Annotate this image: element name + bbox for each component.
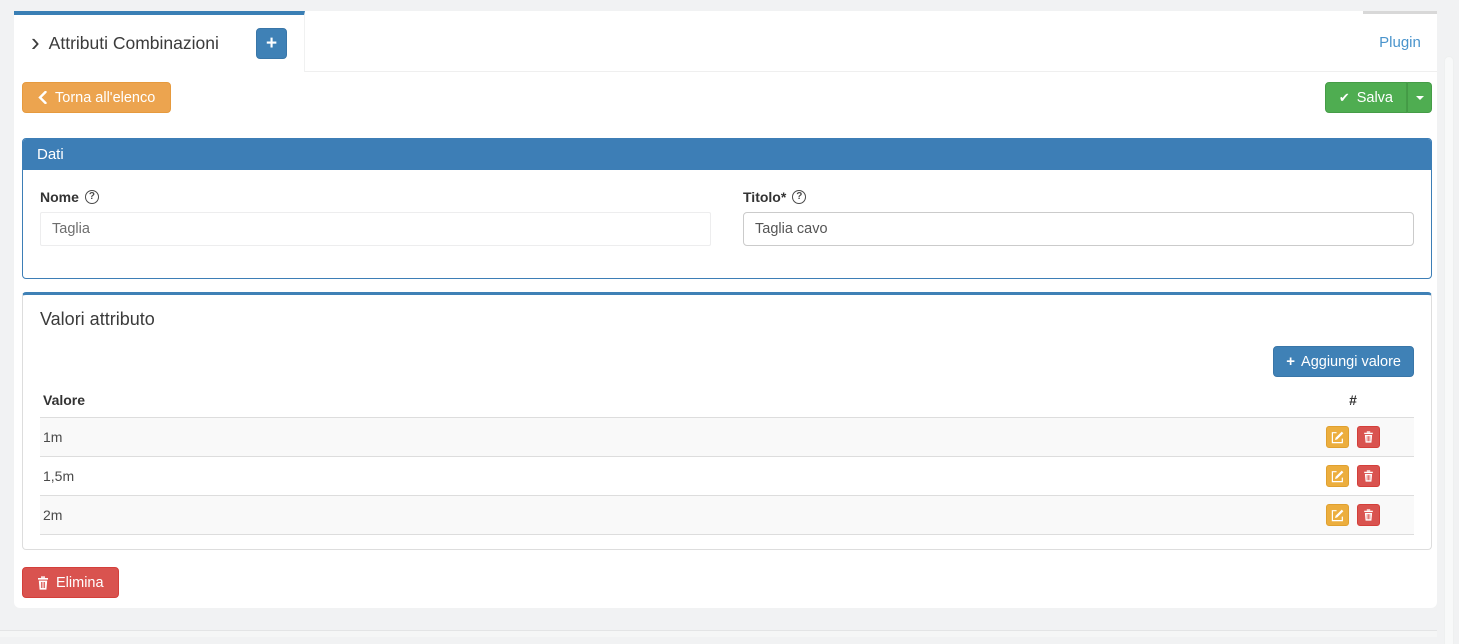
footer-divider: [0, 630, 1437, 637]
titolo-label: Titolo*: [743, 189, 787, 205]
values-table: Valore # 1m: [40, 386, 1414, 535]
titolo-input[interactable]: [743, 212, 1414, 246]
column-header-actions: #: [1292, 386, 1414, 418]
nome-field-group: Nome ?: [40, 189, 711, 246]
trash-icon: [1364, 509, 1373, 521]
caret-down-icon: [1415, 95, 1424, 100]
toolbar: Torna all'elenco ✔ Salva: [22, 82, 1432, 113]
value-cell: 2m: [40, 495, 1292, 535]
dati-panel: Dati Nome ? Titolo* ?: [22, 138, 1432, 279]
value-actions-cell: [1292, 495, 1414, 535]
add-value-row: + Aggiungi valore: [40, 346, 1414, 377]
value-table-row: 1m: [40, 417, 1414, 457]
edit-value-button[interactable]: [1326, 465, 1350, 487]
add-value-button[interactable]: + Aggiungi valore: [1273, 346, 1414, 377]
column-header-valore: Valore: [40, 386, 1292, 418]
value-actions-cell: [1292, 456, 1414, 496]
delete-value-button[interactable]: [1356, 426, 1380, 448]
plugin-tab-label: Plugin: [1379, 34, 1421, 51]
chevron-left-icon: [38, 91, 47, 104]
delete-value-button[interactable]: [1356, 465, 1380, 487]
valori-panel-title: Valori attributo: [40, 309, 155, 329]
value-actions-cell: [1292, 417, 1414, 457]
edit-value-button[interactable]: [1326, 504, 1350, 526]
dati-panel-body: Nome ? Titolo* ?: [23, 170, 1431, 278]
tab-plugin[interactable]: Plugin: [1363, 11, 1437, 71]
value-table-row: 2m: [40, 495, 1414, 535]
delete-attribute-button[interactable]: Elimina: [22, 567, 119, 598]
pencil-square-icon: [1331, 470, 1344, 482]
save-split-button: ✔ Salva: [1324, 82, 1432, 113]
main-card: › Attributi Combinazioni + Plugin Torna …: [14, 11, 1437, 608]
trash-icon: [1364, 431, 1373, 443]
pencil-square-icon: [1331, 431, 1344, 443]
value-cell: 1,5m: [40, 456, 1292, 496]
save-dropdown-button[interactable]: [1407, 82, 1432, 113]
back-button-label: Torna all'elenco: [55, 89, 156, 106]
plus-icon: +: [265, 33, 278, 54]
add-attribute-button[interactable]: +: [256, 28, 287, 59]
pencil-square-icon: [1331, 509, 1344, 521]
edit-value-button[interactable]: [1326, 426, 1350, 448]
nome-input[interactable]: [40, 212, 711, 246]
delete-button-label: Elimina: [56, 574, 104, 591]
titolo-field-group: Titolo* ?: [743, 189, 1414, 246]
trash-icon: [1364, 470, 1373, 482]
scrollbar-thumb[interactable]: [1444, 56, 1454, 644]
values-table-body: 1m 1,5m: [40, 417, 1414, 535]
save-button-label: Salva: [1356, 89, 1393, 106]
save-button[interactable]: ✔ Salva: [1324, 82, 1407, 113]
help-icon[interactable]: ?: [792, 190, 807, 204]
value-table-row: 1,5m: [40, 456, 1414, 496]
plus-icon: +: [1286, 353, 1296, 370]
nome-label-row: Nome ?: [40, 189, 711, 205]
chevron-right-icon: ›: [31, 26, 40, 57]
titolo-label-row: Titolo* ?: [743, 189, 1414, 205]
nome-label: Nome: [40, 189, 79, 205]
values-table-header-row: Valore #: [40, 386, 1414, 418]
check-icon: ✔: [1338, 89, 1350, 105]
add-value-button-label: Aggiungi valore: [1301, 353, 1401, 370]
valori-panel: Valori attributo + Aggiungi valore Valor…: [22, 292, 1432, 550]
tabbar-spacer: [305, 11, 1363, 71]
dati-panel-header: Dati: [23, 139, 1431, 170]
tab-bar: › Attributi Combinazioni + Plugin: [14, 11, 1437, 72]
page-title: Attributi Combinazioni: [48, 33, 219, 53]
trash-icon: [38, 575, 48, 590]
help-icon[interactable]: ?: [84, 190, 99, 204]
back-to-list-button[interactable]: Torna all'elenco: [22, 82, 172, 113]
tab-attributi-combinazioni[interactable]: › Attributi Combinazioni +: [14, 11, 305, 72]
delete-value-button[interactable]: [1356, 504, 1380, 526]
value-cell: 1m: [40, 417, 1292, 457]
